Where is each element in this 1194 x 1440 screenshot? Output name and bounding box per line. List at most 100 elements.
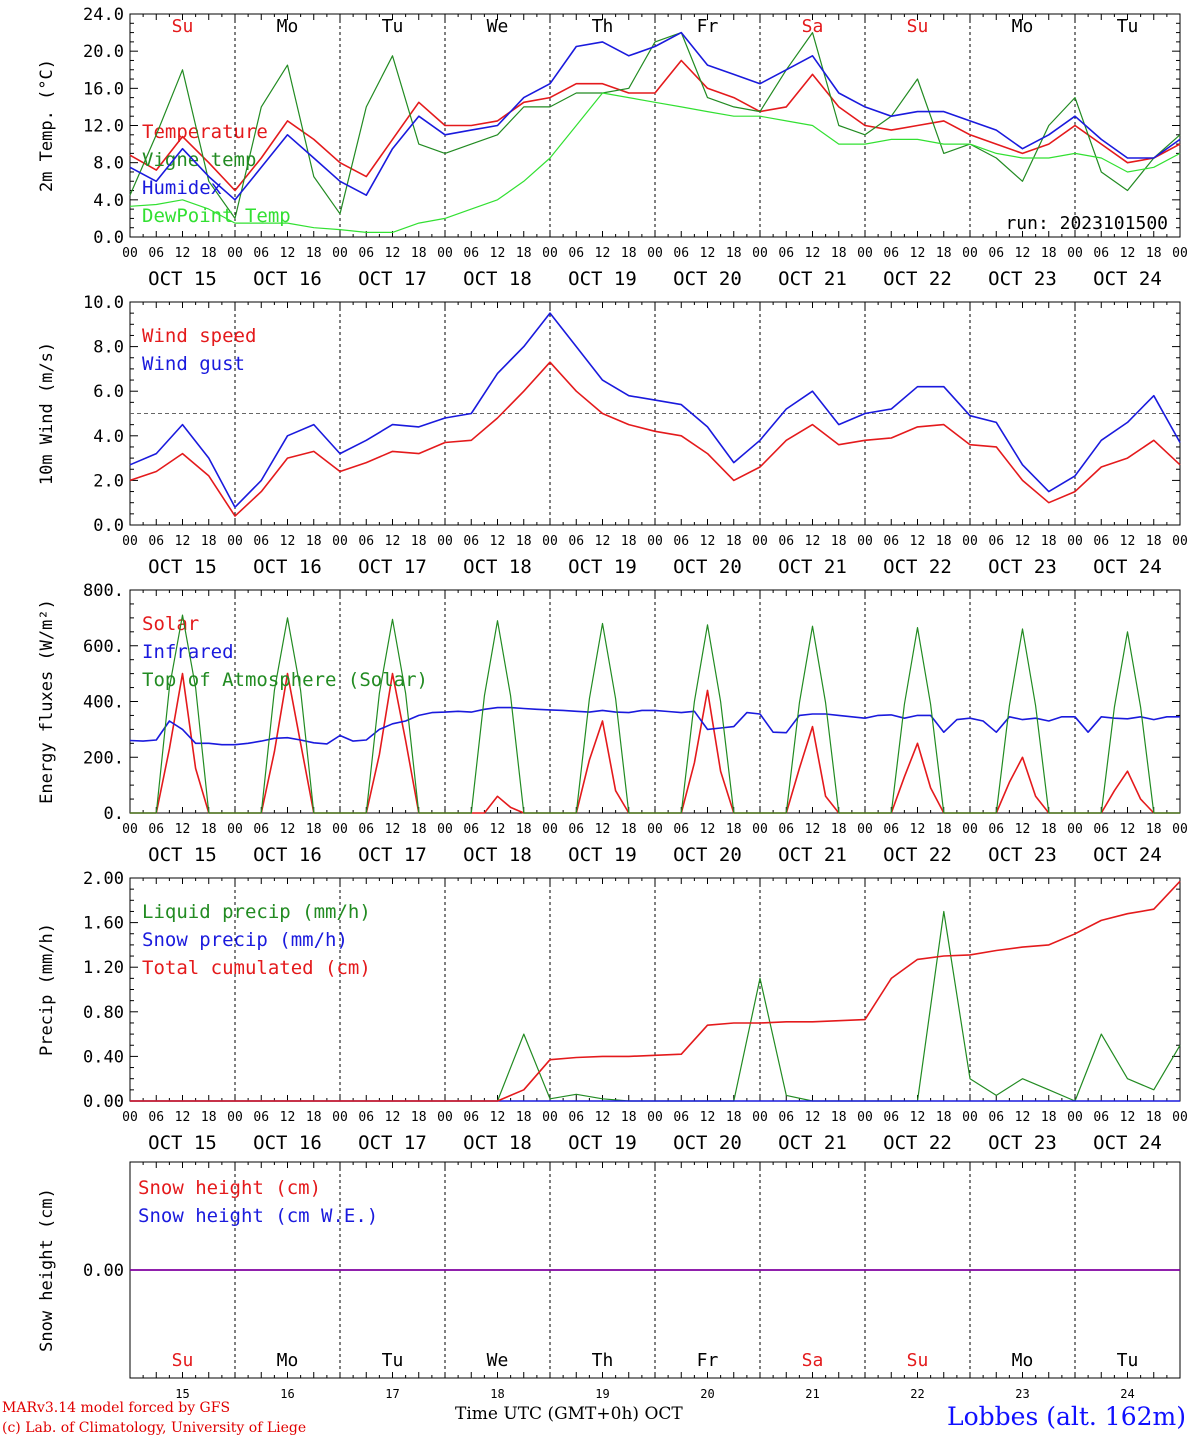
weekday-label: Tu	[382, 16, 404, 37]
weekday-label: Fr	[697, 16, 719, 37]
day-number-label: 20	[700, 1387, 714, 1401]
hour-tick-label: 18	[201, 1110, 217, 1125]
hour-tick-label: 06	[568, 246, 584, 261]
weekday-label: We	[487, 16, 509, 37]
hour-tick-label: 18	[621, 822, 637, 837]
hour-tick-label: 18	[1041, 822, 1057, 837]
date-label: OCT 21	[778, 1132, 847, 1154]
hour-tick-label: 06	[253, 534, 269, 549]
hour-tick-label: 00	[752, 822, 768, 837]
hour-tick-label: 18	[831, 1110, 847, 1125]
hour-tick-label: 18	[306, 1110, 322, 1125]
y-tick-label: 800.	[83, 581, 124, 601]
hour-tick-label: 06	[673, 534, 689, 549]
y-tick-label: 4.0	[93, 427, 124, 447]
legend-entry: Wind speed	[142, 325, 256, 347]
date-label: OCT 18	[463, 844, 532, 866]
y-axis-title: 2m Temp. (°C)	[37, 59, 57, 192]
date-label: OCT 23	[988, 556, 1057, 578]
hour-tick-label: 12	[175, 246, 191, 261]
y-tick-label: 24.0	[83, 5, 124, 25]
y-axis-title: 10m Wind (m/s)	[37, 342, 57, 485]
hour-tick-label: 12	[1015, 1110, 1031, 1125]
legend-entry: Infrared	[142, 641, 234, 663]
hour-tick-label: 00	[542, 246, 558, 261]
hour-tick-label: 12	[1120, 1110, 1136, 1125]
hour-tick-label: 06	[358, 246, 374, 261]
hour-tick-label: 12	[385, 822, 401, 837]
weekday-label: Th	[592, 1350, 614, 1371]
hour-tick-label: 06	[463, 246, 479, 261]
hour-tick-label: 12	[805, 246, 821, 261]
hour-tick-label: 18	[516, 822, 532, 837]
hour-tick-label: 00	[1172, 246, 1188, 261]
y-tick-label: 400.	[83, 693, 124, 713]
hour-tick-label: 06	[568, 822, 584, 837]
hour-tick-label: 06	[568, 1110, 584, 1125]
weekday-label: Fr	[697, 1350, 719, 1371]
hour-tick-label: 12	[805, 534, 821, 549]
hour-tick-label: 12	[1120, 534, 1136, 549]
hour-tick-label: 00	[647, 822, 663, 837]
hour-tick-label: 06	[463, 1110, 479, 1125]
date-label: OCT 19	[568, 268, 637, 290]
hour-tick-label: 06	[673, 246, 689, 261]
hour-tick-label: 00	[332, 1110, 348, 1125]
y-tick-label: 0.80	[83, 1003, 124, 1023]
hour-tick-label: 06	[988, 822, 1004, 837]
hour-tick-label: 00	[752, 1110, 768, 1125]
date-label: OCT 22	[883, 1132, 952, 1154]
hour-tick-label: 18	[411, 1110, 427, 1125]
hour-tick-label: 12	[280, 246, 296, 261]
hour-tick-label: 12	[490, 534, 506, 549]
weekday-label: Mo	[1012, 1350, 1034, 1371]
hour-tick-label: 00	[857, 246, 873, 261]
hour-tick-label: 12	[910, 246, 926, 261]
run-label: run: 2023101500	[1005, 213, 1168, 234]
hour-tick-label: 18	[831, 246, 847, 261]
weekday-label: Sa	[802, 16, 824, 37]
hour-tick-label: 12	[280, 534, 296, 549]
weekday-label: Tu	[382, 1350, 404, 1371]
date-label: OCT 19	[568, 556, 637, 578]
hour-tick-label: 12	[175, 1110, 191, 1125]
day-number-label: 21	[805, 1387, 819, 1401]
hour-tick-label: 00	[1067, 534, 1083, 549]
hour-tick-label: 12	[700, 822, 716, 837]
model-credit: MARv3.14 model forced by GFS	[2, 1400, 231, 1416]
hour-tick-label: 06	[463, 822, 479, 837]
weekday-label: Sa	[802, 1350, 824, 1371]
hour-tick-label: 18	[306, 822, 322, 837]
weekday-label: Su	[907, 16, 929, 37]
y-tick-label: 600.	[83, 637, 124, 657]
hour-tick-label: 06	[673, 1110, 689, 1125]
series-line	[129, 706, 1180, 746]
legend-entry: Vigne temp	[142, 149, 256, 171]
day-number-label: 22	[910, 1387, 924, 1401]
hour-tick-label: 18	[516, 1110, 532, 1125]
hour-tick-label: 00	[122, 822, 138, 837]
hour-tick-label: 12	[805, 822, 821, 837]
y-tick-label: 20.0	[83, 42, 124, 62]
weekday-label: Mo	[1012, 16, 1034, 37]
hour-tick-label: 12	[280, 822, 296, 837]
hour-tick-label: 18	[936, 1110, 952, 1125]
hour-tick-label: 00	[332, 534, 348, 549]
hour-tick-label: 06	[358, 1110, 374, 1125]
date-label: OCT 17	[358, 1132, 427, 1154]
hour-tick-label: 18	[1041, 246, 1057, 261]
hour-tick-label: 18	[411, 534, 427, 549]
date-label: OCT 21	[778, 268, 847, 290]
hour-tick-label: 12	[280, 1110, 296, 1125]
day-number-label: 15	[175, 1387, 189, 1401]
series-line	[129, 31, 1181, 201]
date-label: OCT 20	[673, 844, 742, 866]
y-tick-label: 6.0	[93, 382, 124, 402]
hour-tick-label: 06	[148, 534, 164, 549]
hour-tick-label: 00	[857, 822, 873, 837]
hour-tick-label: 12	[1015, 534, 1031, 549]
date-label: OCT 19	[568, 844, 637, 866]
copyright-credit: (c) Lab. of Climatology, University of L…	[2, 1420, 307, 1436]
hour-tick-label: 06	[778, 1110, 794, 1125]
weekday-label: We	[487, 1350, 509, 1371]
